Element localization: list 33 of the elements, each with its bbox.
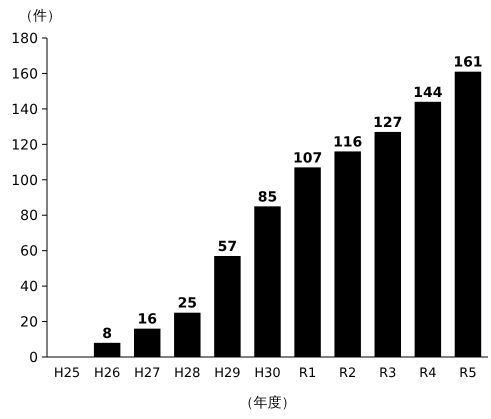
x-axis-title: （年度）	[240, 395, 296, 411]
y-tick-label: 40	[20, 279, 38, 296]
data-label: 161	[453, 54, 483, 71]
x-tick-label: R5	[459, 366, 477, 381]
y-tick-label: 20	[20, 314, 38, 331]
x-tick-label: H27	[134, 366, 160, 381]
data-label: 127	[373, 114, 402, 131]
data-label: 16	[137, 312, 157, 328]
data-label: 85	[258, 189, 278, 206]
x-tick-label: H26	[94, 366, 120, 381]
data-label: 8	[102, 326, 112, 342]
data-label: 57	[218, 238, 238, 255]
y-tick-label: 140	[11, 102, 38, 118]
y-tick-label: 0	[29, 350, 38, 366]
x-tick-label: R1	[298, 366, 316, 381]
y-tick-label: 160	[11, 66, 38, 82]
data-label: 25	[178, 296, 198, 312]
y-tick-label: 100	[11, 172, 38, 189]
data-label: 144	[413, 84, 443, 101]
y-axis-title: （件）	[19, 8, 61, 24]
y-tick-label: 60	[20, 244, 38, 260]
data-label: 116	[333, 134, 362, 150]
y-tick-label: 80	[20, 208, 38, 224]
x-tick-label: R4	[419, 366, 437, 381]
x-tick-label: H25	[54, 366, 80, 381]
x-tick-label: H30	[254, 366, 281, 381]
x-tick-label: R3	[379, 366, 396, 381]
y-tick-label: 120	[11, 137, 38, 154]
data-label: 107	[292, 150, 322, 166]
x-tick-label: H29	[214, 366, 241, 381]
x-tick-label: H28	[174, 366, 200, 381]
y-tick-label: 180	[11, 31, 38, 47]
x-tick-label: R2	[339, 366, 356, 381]
